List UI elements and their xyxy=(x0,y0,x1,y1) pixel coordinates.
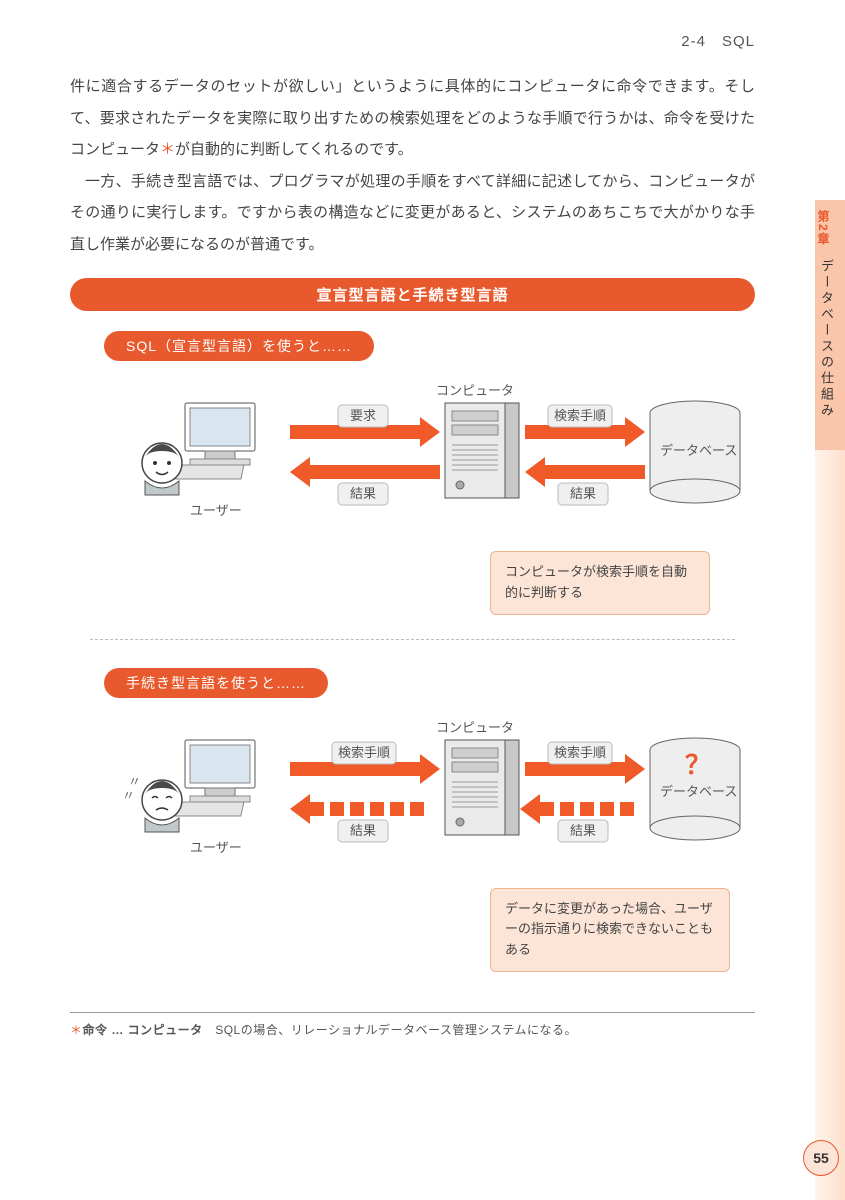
diagram-procedural: 〃 〃 ユーザー コンピュータ xyxy=(90,712,755,892)
footnote: ＊命令 … コンピュータ SQLの場合、リレーショナルデータベース管理システムに… xyxy=(70,1021,755,1038)
footnote-term: 命令 … コンピュータ xyxy=(83,1023,203,1037)
side-stripe xyxy=(815,450,845,1200)
section-header: 2-4 SQL xyxy=(70,30,755,51)
user-label: ユーザー xyxy=(190,503,242,518)
body-paragraph-2: 一方、手続き型言語では、プログラマが処理の手順をすべて詳細に記述してから、コンピ… xyxy=(70,166,755,261)
footnote-text: SQLの場合、リレーショナルデータベース管理システムになる。 xyxy=(203,1023,577,1037)
chapter-label: 第2章 xyxy=(815,200,832,247)
result-label-1: 結果 xyxy=(350,486,376,501)
procedure-label: 検索手順 xyxy=(554,408,606,423)
footnote-rule xyxy=(70,1012,755,1013)
server-icon-2 xyxy=(445,740,519,835)
diagram-sql-svg: ユーザー コンピュータ データベース xyxy=(90,375,770,555)
body-paragraph-1: 件に適合するデータのセットが欲しい」というように具体的にコンピュータに命令できま… xyxy=(70,71,755,166)
svg-text:〃: 〃 xyxy=(122,788,135,803)
diagram-sql: ユーザー コンピュータ データベース xyxy=(90,375,755,555)
computer-label: コンピュータ xyxy=(436,383,514,398)
user-icon-2: 〃 〃 xyxy=(122,740,255,832)
database-label-2: データベース xyxy=(660,784,737,799)
user-label-2: ユーザー xyxy=(190,840,242,855)
page-number: 55 xyxy=(803,1140,839,1176)
server-icon xyxy=(445,403,519,498)
sub-heading-1: SQL（宣言型言語）を使うと…… xyxy=(104,331,374,361)
caption-1: コンピュータが検索手順を自動的に判断する xyxy=(490,551,710,615)
svg-text:〃: 〃 xyxy=(128,774,141,789)
user-icon xyxy=(142,403,255,495)
footnote-asterisk: ＊ xyxy=(70,1023,83,1037)
computer-label-2: コンピュータ xyxy=(436,720,514,735)
footnote-mark-inline: ＊ xyxy=(160,141,175,158)
main-heading: 宣言型言語と手続き型言語 xyxy=(70,278,755,311)
procedure-label-2b: 検索手順 xyxy=(554,745,606,760)
database-label: データベース xyxy=(660,443,737,458)
result-label-2a: 結果 xyxy=(350,823,376,838)
procedure-label-2a: 検索手順 xyxy=(338,745,390,760)
chapter-title: データベースの仕組み xyxy=(815,259,836,419)
result-label-2: 結果 xyxy=(570,486,596,501)
section-title: SQL xyxy=(722,33,755,50)
side-tab: 第2章 データベースの仕組み xyxy=(815,200,845,450)
result-label-2b: 結果 xyxy=(570,823,596,838)
section-number: 2-4 xyxy=(681,33,706,50)
diagram-procedural-svg: 〃 〃 ユーザー コンピュータ xyxy=(90,712,770,892)
section-divider xyxy=(90,639,735,640)
caption-2: データに変更があった場合、ユーザーの指示通りに検索できないこともある xyxy=(490,888,730,972)
request-label: 要求 xyxy=(350,408,376,423)
question-mark: ？ xyxy=(685,750,711,780)
sub-heading-2: 手続き型言語を使うと…… xyxy=(104,668,328,698)
